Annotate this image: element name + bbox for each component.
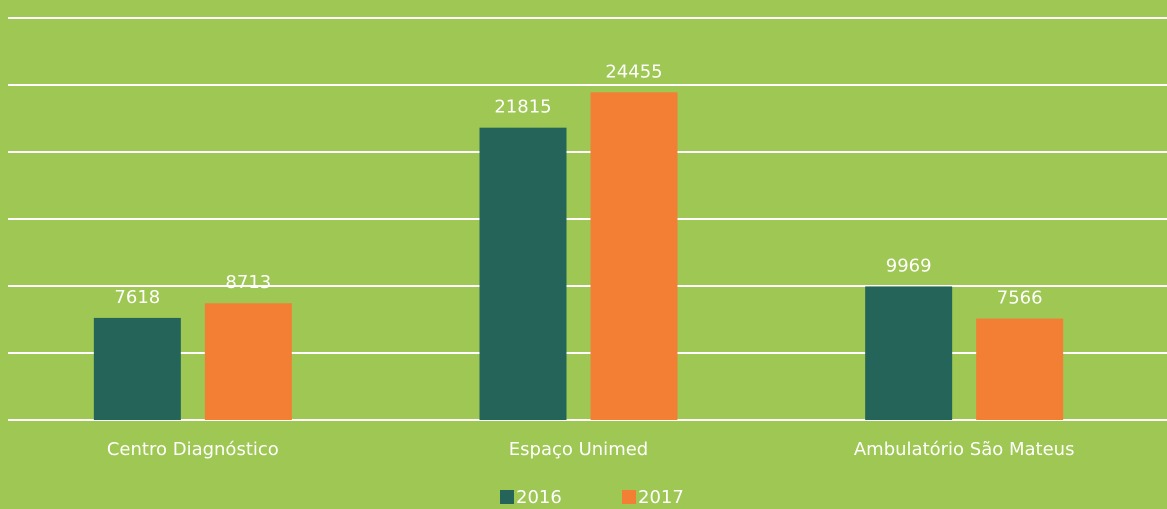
data-label: 24455 <box>605 61 662 82</box>
bar <box>976 318 1064 420</box>
data-label: 8713 <box>225 272 271 293</box>
x-tick-label: Centro Diagnóstico <box>107 439 279 460</box>
x-tick-label: Ambulatório São Mateus <box>854 439 1075 460</box>
data-label: 21815 <box>494 97 551 118</box>
legend-label: 2017 <box>638 487 684 508</box>
data-label: 7618 <box>114 287 160 308</box>
legend-label: 2016 <box>516 487 562 508</box>
bar <box>865 286 953 420</box>
bar <box>204 303 292 420</box>
bar <box>479 127 567 420</box>
x-tick-label: Espaço Unimed <box>509 439 648 460</box>
data-label: 9969 <box>886 255 932 276</box>
data-label: 7566 <box>997 288 1043 309</box>
legend-swatch <box>500 490 514 504</box>
bar <box>590 92 678 420</box>
bar <box>93 317 181 420</box>
legend-swatch <box>622 490 636 504</box>
